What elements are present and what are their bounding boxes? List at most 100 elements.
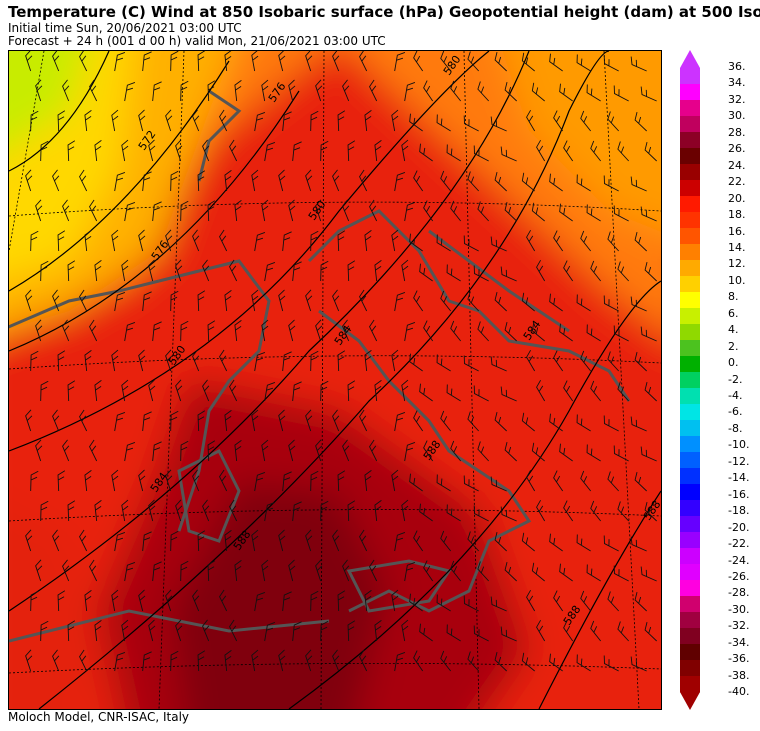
wind-barb (423, 80, 434, 102)
wind-barb (40, 380, 49, 402)
wind-barb (559, 323, 573, 342)
legend-swatch (680, 260, 700, 277)
wind-barb (634, 592, 647, 612)
wind-barb (138, 589, 146, 612)
legend-swatch (680, 292, 700, 309)
wind-barb (603, 295, 619, 312)
wind-barb (494, 172, 507, 192)
wind-barb (630, 296, 647, 312)
legend-swatch (680, 196, 700, 213)
wind-barb (254, 112, 266, 132)
legend-label: 28. (728, 125, 746, 139)
wind-barb (549, 653, 563, 672)
wind-barb (374, 499, 382, 522)
wind-barb (521, 532, 535, 552)
wind-barb (559, 443, 573, 462)
wind-barb (359, 289, 368, 312)
wind-barb (180, 440, 189, 462)
wind-barb (526, 349, 536, 372)
wind-barb (180, 80, 189, 102)
wind-barb (305, 169, 313, 192)
wind-barb (261, 559, 269, 582)
wind-barb (124, 442, 136, 462)
wind-barb (305, 649, 313, 672)
wind-barb (364, 229, 372, 252)
wind-barb (152, 81, 162, 102)
wind-barb (282, 111, 292, 132)
wind-barb (207, 560, 216, 582)
wind-barb (305, 289, 313, 312)
wind-barb (374, 139, 382, 162)
wind-barb (613, 445, 629, 462)
wind-barb (251, 529, 259, 552)
wind-barb (477, 81, 489, 102)
wind-barb (576, 534, 591, 552)
legend-label: -10. (728, 438, 750, 452)
legend-label: -14. (728, 471, 750, 485)
wind-barb (207, 440, 216, 462)
wind-barb (404, 562, 416, 582)
legend-swatch (680, 516, 700, 533)
wind-barb (337, 350, 346, 372)
legend-label: 10. (728, 273, 746, 287)
wind-barb (603, 535, 619, 552)
wind-barb (25, 529, 33, 552)
wind-barb (446, 504, 461, 522)
wind-barb (374, 379, 382, 402)
wind-barb (79, 409, 88, 432)
wind-barb (121, 379, 129, 402)
wind-barb (148, 259, 156, 282)
wind-barb (229, 619, 238, 642)
wind-barb (278, 289, 286, 312)
wind-barb (89, 439, 98, 462)
wind-barb (52, 169, 60, 192)
legend-label: 14. (728, 240, 746, 254)
wind-barb (89, 559, 98, 582)
legend-label: 34. (728, 76, 746, 90)
wind-barb (640, 566, 657, 582)
coastlines (9, 89, 631, 643)
wind-barb (25, 289, 33, 312)
forecast-map: 572 576 580 580 584 584 588 588 588 580 584 588 576 (8, 50, 662, 710)
wind-barb (477, 201, 489, 222)
wind-barb (463, 475, 479, 492)
wind-barb (463, 235, 479, 252)
wind-barb (264, 622, 276, 642)
wind-barb (310, 110, 319, 132)
wind-barb (490, 356, 507, 372)
wind-barb (229, 139, 238, 162)
wind-barb (526, 589, 536, 612)
wind-barb (450, 440, 462, 462)
wind-barb (413, 650, 424, 672)
wind-barb (67, 260, 76, 282)
wind-barb (630, 56, 647, 72)
wind-barb (369, 319, 378, 342)
wind-barb (477, 321, 489, 342)
wind-barb (549, 173, 563, 192)
wind-barb (440, 530, 452, 552)
wind-barb (607, 231, 619, 252)
wind-barb (138, 469, 146, 492)
wind-barb (251, 649, 259, 672)
wind-barb (320, 620, 329, 642)
wind-barb (40, 620, 49, 642)
legend-label: -40. (728, 685, 750, 699)
legend-swatch (680, 500, 700, 517)
wind-barb (473, 505, 489, 522)
legend-label: -2. (728, 372, 743, 386)
wind-barb (114, 652, 126, 672)
legend-swatch (680, 468, 700, 485)
wind-barb (310, 350, 319, 372)
wind-barb (224, 289, 232, 312)
wind-barb (224, 409, 232, 432)
wind-barb (152, 201, 162, 222)
wind-barb (473, 625, 489, 642)
legend-label: -28. (728, 586, 750, 600)
wind-barb (467, 171, 479, 192)
wind-barb (165, 109, 173, 132)
wind-barb (644, 142, 657, 162)
wind-barb (84, 589, 92, 612)
wind-barb (359, 169, 368, 192)
legend-label: -30. (728, 602, 750, 616)
wind-barb (576, 654, 591, 672)
